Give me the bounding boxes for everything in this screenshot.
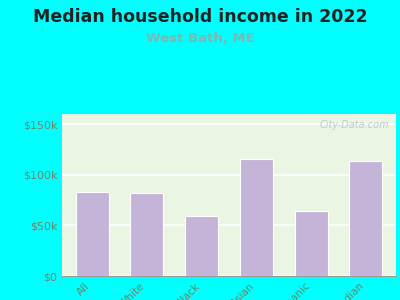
Bar bbox=[240, 158, 273, 276]
Text: City-Data.com: City-Data.com bbox=[320, 121, 389, 130]
Bar bbox=[76, 192, 108, 276]
Text: Median household income in 2022: Median household income in 2022 bbox=[33, 8, 367, 26]
Bar bbox=[130, 193, 163, 276]
Bar bbox=[185, 216, 218, 276]
Bar bbox=[350, 160, 382, 276]
Bar bbox=[295, 211, 328, 276]
Text: West Bath, ME: West Bath, ME bbox=[146, 32, 254, 44]
